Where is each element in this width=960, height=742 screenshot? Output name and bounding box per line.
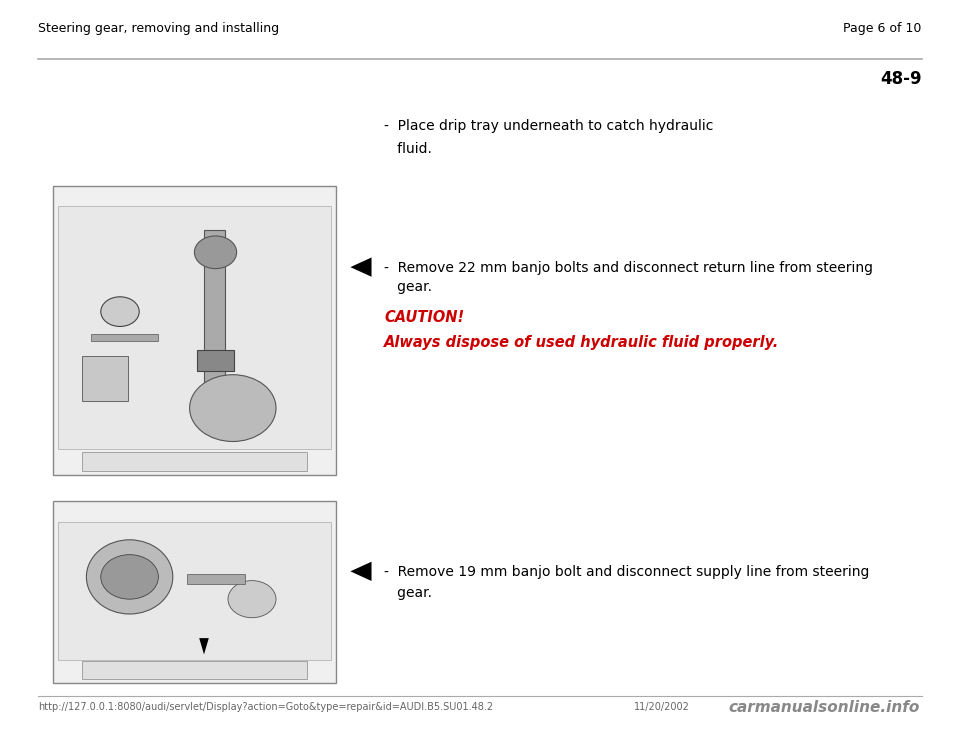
Bar bbox=[82, 452, 307, 471]
Bar bbox=[198, 350, 234, 371]
Text: Steering gear, removing and installing: Steering gear, removing and installing bbox=[38, 22, 279, 36]
Text: N48-0253: N48-0253 bbox=[169, 456, 220, 467]
Text: -  Remove 19 mm banjo bolt and disconnect supply line from steering: - Remove 19 mm banjo bolt and disconnect… bbox=[384, 565, 870, 580]
Bar bbox=[82, 661, 307, 679]
Bar bbox=[91, 334, 158, 341]
Bar bbox=[187, 574, 245, 585]
Text: fluid.: fluid. bbox=[384, 142, 432, 157]
Bar bbox=[58, 522, 331, 660]
Text: gear.: gear. bbox=[384, 280, 432, 295]
Polygon shape bbox=[350, 257, 372, 277]
Text: Page 6 of 10: Page 6 of 10 bbox=[843, 22, 922, 36]
Text: -  Remove 22 mm banjo bolts and disconnect return line from steering: - Remove 22 mm banjo bolts and disconnec… bbox=[384, 261, 873, 275]
Text: 48-9: 48-9 bbox=[880, 70, 922, 88]
Bar bbox=[82, 356, 128, 401]
Bar bbox=[204, 230, 225, 423]
Text: 11/20/2002: 11/20/2002 bbox=[634, 702, 689, 712]
Polygon shape bbox=[200, 638, 208, 654]
Bar bbox=[58, 206, 331, 449]
Text: N48-0254: N48-0254 bbox=[169, 665, 220, 675]
Ellipse shape bbox=[86, 540, 173, 614]
Text: gear.: gear. bbox=[384, 586, 432, 600]
Circle shape bbox=[101, 555, 158, 600]
Text: CAUTION!: CAUTION! bbox=[384, 310, 464, 325]
Circle shape bbox=[189, 375, 276, 441]
Bar bbox=[53, 186, 336, 475]
Circle shape bbox=[101, 297, 139, 326]
Text: carmanualsonline.info: carmanualsonline.info bbox=[729, 700, 920, 715]
Polygon shape bbox=[350, 562, 372, 581]
Text: Always dispose of used hydraulic fluid properly.: Always dispose of used hydraulic fluid p… bbox=[384, 335, 780, 350]
Text: http://127.0.0.1:8080/audi/servlet/Display?action=Goto&type=repair&id=AUDI.B5.SU: http://127.0.0.1:8080/audi/servlet/Displ… bbox=[38, 702, 493, 712]
Circle shape bbox=[194, 236, 236, 269]
Text: -  Place drip tray underneath to catch hydraulic: - Place drip tray underneath to catch hy… bbox=[384, 119, 713, 133]
Circle shape bbox=[228, 580, 276, 617]
Bar bbox=[53, 501, 336, 683]
